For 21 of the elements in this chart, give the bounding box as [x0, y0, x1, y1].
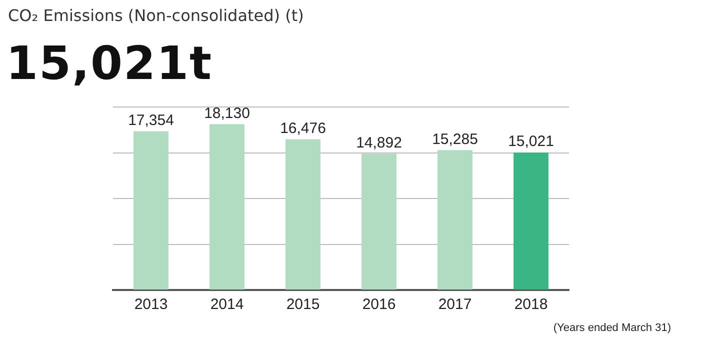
x-tick-label: 2013 — [134, 296, 168, 314]
data-label: 17,354 — [128, 112, 174, 129]
bar — [362, 154, 396, 290]
text: (Years ended March 31) — [553, 322, 671, 334]
bar — [134, 131, 168, 290]
data-label: 15,285 — [432, 130, 478, 148]
data-label: 16,476 — [280, 120, 326, 137]
chart-subtitle: 15,021t — [6, 36, 212, 90]
x-tick-label: 2017 — [438, 296, 472, 314]
data-label: 14,892 — [356, 134, 402, 152]
bar — [514, 152, 548, 290]
bar — [210, 124, 244, 290]
data-label: 15,021 — [508, 133, 554, 150]
x-tick-label: 2015 — [286, 296, 320, 314]
x-tick-label: 2018 — [514, 296, 548, 314]
x-tick-label: 2014 — [210, 296, 244, 314]
bar — [438, 150, 472, 290]
bar — [286, 139, 320, 290]
data-label: 18,130 — [204, 104, 250, 122]
chart-title: CO₂ Emissions (Non-consolidated) (t) — [8, 6, 304, 25]
x-tick-label: 2016 — [362, 296, 396, 314]
